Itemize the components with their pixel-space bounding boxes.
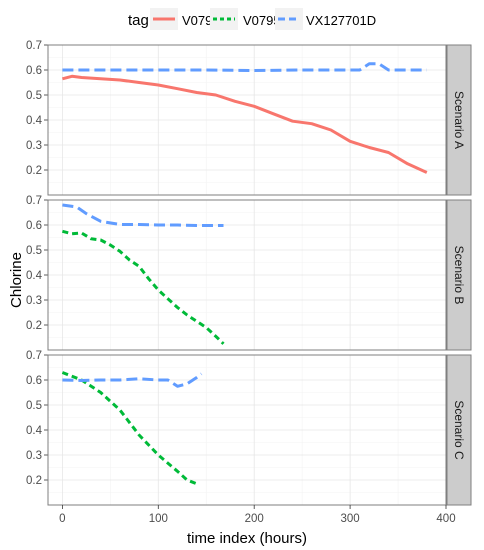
y-tick-label: 0.6 [26,65,42,77]
series-line-V0794 [62,74,428,174]
facet-strip [446,44,472,196]
facet-panel: 0.2 0.3 0.4 0.5 0.6 0.7 Scenario C [26,350,472,506]
legend-label: V0795 [243,13,281,28]
panel-border [47,354,447,506]
y-tick-label: 0.2 [26,320,42,332]
facet-strip-label: Scenario B [452,246,466,305]
facet-strip [446,199,472,351]
y-tick-label: 0.5 [26,245,42,257]
facet-panels: 0.2 0.3 0.4 0.5 0.6 0.7 Scenario A 0.2 0.3 0.4 0.5… [26,40,472,506]
facet-strip [446,354,472,506]
y-tick-label: 0.3 [26,295,42,307]
y-tick-label: 0.7 [26,195,42,207]
y-tick-label: 0.4 [26,270,43,282]
series-line-VX127701D [62,372,203,388]
y-tick-label: 0.4 [26,425,43,437]
x-axis-label: time index (hours) [187,530,307,547]
y-tick-label: 0.3 [26,450,42,462]
series-line-V0795 [62,229,225,345]
y-tick-label: 0.4 [26,115,43,127]
legend: tag V0794 V0795 VX127701D [128,8,376,30]
panel-border [47,44,447,196]
x-tick-label: 300 [341,513,360,525]
y-tick-label: 0.2 [26,165,42,177]
facet-panel: 0.2 0.3 0.4 0.5 0.6 0.7 Scenario A [26,40,472,196]
y-tick-label: 0.6 [26,375,42,387]
y-tick-label: 0.3 [26,140,42,152]
x-tick-label: 100 [149,513,168,525]
y-tick-label: 0.7 [26,40,42,52]
series-line-VX127701D [62,62,427,72]
y-tick-label: 0.5 [26,400,42,412]
x-tick-label: 200 [245,513,264,525]
x-tick-label: 400 [436,513,455,525]
y-tick-label: 0.5 [26,90,42,102]
legend-title: tag [128,12,149,29]
series-line-V0795 [61,371,198,486]
facet-panel: 0.2 0.3 0.4 0.5 0.6 0.7 Scenario B [26,195,472,351]
x-tick-label: 0 [59,513,65,525]
x-axis: 0 100 200 300 400 [59,505,456,525]
legend-label: VX127701D [306,13,376,28]
panel-border [47,199,447,351]
y-tick-label: 0.6 [26,220,42,232]
series-line-VX127701D [62,203,224,227]
y-tick-label: 0.2 [26,475,42,487]
y-axis-label: Chlorine [8,252,25,308]
y-tick-label: 0.7 [26,350,42,362]
facet-strip-label: Scenario C [452,400,466,460]
facet-strip-label: Scenario A [452,91,466,149]
